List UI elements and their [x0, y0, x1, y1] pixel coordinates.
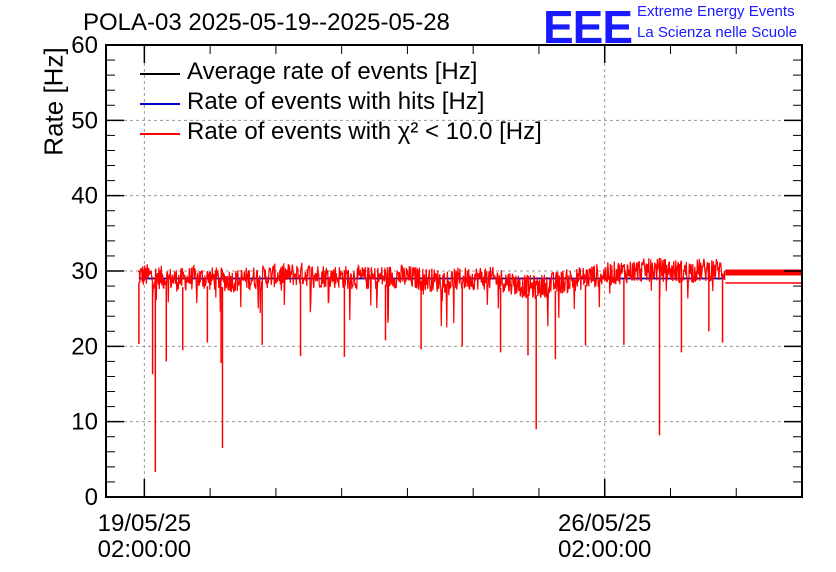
legend-swatch-hits — [140, 103, 180, 105]
logo-line-1: Extreme Energy Events — [637, 3, 795, 20]
y-tick-label: 50 — [71, 107, 98, 134]
y-tick-label: 40 — [71, 183, 98, 210]
y-tick-label: 60 — [71, 32, 98, 59]
series-chi2-line — [137, 257, 726, 328]
legend-label-chi2: Rate of events with χ² < 10.0 [Hz] — [187, 118, 542, 145]
legend-label-average: Average rate of events [Hz] — [187, 58, 478, 85]
logo-line-2: La Scienza nelle Scuole — [637, 24, 798, 41]
y-tick-label: 30 — [71, 258, 98, 285]
y-tick-label: 10 — [71, 409, 98, 436]
chart-title: POLA-03 2025-05-19--2025-05-28 — [83, 9, 450, 36]
eee-logo: EEE — [543, 1, 633, 53]
legend-label-hits: Rate of events with hits [Hz] — [187, 88, 485, 115]
series-group — [137, 257, 802, 473]
x-tick-label-date: 26/05/25 — [558, 510, 651, 537]
y-tick-label: 0 — [85, 484, 98, 511]
legend-swatch-chi2 — [140, 133, 180, 135]
axis-ticks — [106, 44, 802, 498]
x-tick-label-date: 19/05/25 — [98, 510, 191, 537]
axis-tick-labels: 010203040506019/05/2502:00:0026/05/2502:… — [71, 32, 651, 563]
y-axis-label: Rate [Hz] — [38, 47, 69, 156]
x-tick-label-time: 02:00:00 — [558, 536, 651, 563]
legend-swatch-average — [140, 73, 180, 75]
x-tick-label-time: 02:00:00 — [98, 536, 191, 563]
y-tick-label: 20 — [71, 333, 98, 360]
